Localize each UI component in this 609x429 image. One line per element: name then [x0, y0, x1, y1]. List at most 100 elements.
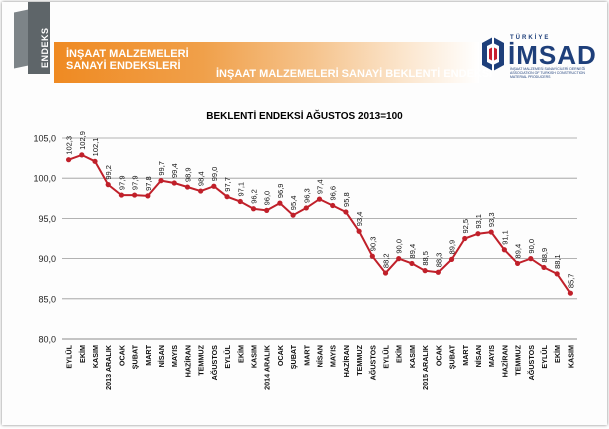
data-label: 97,9 — [117, 175, 126, 190]
x-tick-label: NİSAN — [474, 345, 483, 367]
data-point — [541, 264, 547, 271]
x-tick-label: AĞUSTOS — [210, 345, 219, 381]
data-label: 93,3 — [487, 212, 496, 227]
data-point — [475, 231, 481, 237]
x-tick-label: KASIM — [91, 345, 100, 368]
imsad-mark-icon — [482, 37, 504, 71]
x-tick-label: MAYIS — [487, 345, 496, 367]
data-point — [145, 193, 151, 199]
data-label: 98,4 — [197, 171, 206, 186]
data-point — [396, 256, 402, 262]
data-label: 89,4 — [514, 244, 523, 259]
data-label: 88,1 — [553, 254, 562, 269]
data-point — [488, 229, 494, 235]
brand-top: TÜRKİYE — [510, 35, 551, 41]
data-point — [66, 157, 72, 163]
x-tick-label: AĞUSTOS — [527, 345, 536, 381]
data-label: 93,1 — [474, 214, 483, 229]
imsad-logo: TÜRKİYE İMSAD İNŞAAT MALZEMESİ SANAYİCİL… — [480, 35, 596, 79]
data-point — [422, 268, 428, 274]
data-label: 90,0 — [395, 239, 404, 254]
x-tick-label: EKİM — [78, 345, 87, 363]
data-point — [132, 192, 138, 198]
data-label: 96,2 — [249, 189, 258, 204]
x-tick-label: MAYIS — [170, 345, 179, 367]
data-point — [356, 228, 362, 234]
x-tick-label: MART — [461, 344, 470, 365]
data-point — [105, 182, 111, 188]
x-tick-label: OCAK — [117, 344, 126, 366]
data-point — [369, 253, 375, 259]
data-point — [224, 194, 230, 200]
x-tick-label: EYLÜL — [65, 344, 74, 368]
data-label: 96,0 — [263, 191, 272, 206]
section-title: İNŞAAT MALZEMELERİ SANAYİ ENDEKSLERİ — [66, 48, 189, 72]
data-point — [237, 198, 243, 205]
data-label: 96,3 — [302, 188, 311, 203]
x-tick-label: NİSAN — [316, 345, 325, 367]
x-tick-label: AĞUSTOS — [368, 345, 377, 381]
data-point — [554, 271, 560, 277]
data-point — [158, 178, 164, 184]
x-tick-label: KASIM — [408, 345, 417, 368]
data-label: 99,4 — [170, 163, 179, 178]
data-label: 99,2 — [104, 165, 113, 180]
data-point — [264, 207, 270, 213]
data-point — [250, 206, 257, 212]
data-label: 88,3 — [434, 253, 443, 268]
y-tick-label: 80,0 — [38, 335, 56, 345]
data-point — [79, 152, 85, 158]
data-point — [330, 202, 336, 209]
chart-title: BEKLENTİ ENDEKSİ AĞUSTOS 2013=100 — [206, 111, 403, 122]
data-point — [462, 235, 468, 242]
banner-subtitle: İNŞAAT MALZEMELERİ SANAYİ BEKLENTİ ENDEK… — [216, 68, 493, 80]
data-point — [198, 188, 204, 194]
data-point — [501, 247, 507, 253]
data-label: 96,9 — [276, 184, 285, 199]
x-tick-label: KASIM — [249, 345, 258, 368]
data-label: 88,5 — [421, 251, 430, 266]
x-tick-label: ŞUBAT — [448, 344, 457, 369]
data-point — [277, 200, 283, 206]
x-tick-label: MART — [302, 344, 311, 365]
data-point — [343, 209, 349, 215]
brand-name: İMSAD — [508, 40, 597, 70]
data-label: 99,7 — [157, 161, 166, 176]
data-label: 97,1 — [236, 182, 245, 197]
data-label: 97,7 — [223, 177, 232, 192]
brand-subtitle: İNŞAAT MALZEMESİ SANAYİCİLERİ DERNEĞİ AS… — [510, 67, 586, 79]
data-point — [92, 158, 98, 164]
data-label: 85,7 — [566, 274, 575, 289]
x-tick-label: KASIM — [566, 345, 575, 368]
data-point — [211, 183, 217, 189]
y-tick-label: 105,0 — [33, 134, 56, 144]
data-label: 89,9 — [448, 240, 457, 255]
y-tick-label: 95,0 — [38, 214, 56, 224]
x-tick-label: NİSAN — [157, 345, 166, 367]
x-tick-label: HAZİRAN — [500, 345, 509, 377]
data-label: 99,0 — [210, 167, 219, 182]
x-tick-label: ŞUBAT — [289, 344, 298, 369]
line-chart: 80,0 85,0 90,0 95,0 100,0 105,0 EYLÜL EKİM KASIM… — [33, 131, 577, 390]
data-point — [118, 192, 125, 198]
x-tick-label: ŞUBAT — [131, 344, 140, 369]
data-label: 97,9 — [131, 175, 140, 190]
data-label: 88,2 — [382, 253, 391, 268]
x-tick-label: HAZİRAN — [183, 345, 192, 377]
data-label: 92,5 — [461, 219, 470, 234]
data-label: 102,9 — [78, 131, 87, 150]
data-point — [435, 269, 441, 275]
data-point — [184, 184, 191, 190]
y-tick-label: 85,0 — [38, 294, 56, 304]
header-banner — [54, 42, 479, 83]
x-tick-label: TEMMUZ — [197, 344, 206, 375]
data-label: 102,3 — [65, 136, 74, 155]
data-label: 90,0 — [527, 239, 536, 254]
data-label: 102,1 — [91, 138, 100, 157]
data-point — [448, 256, 455, 263]
data-point — [171, 180, 177, 186]
x-tick-label: OCAK — [434, 344, 443, 366]
data-label: 95,4 — [289, 196, 298, 211]
data-label: 89,4 — [408, 244, 417, 259]
x-tick-label: TEMMUZ — [355, 344, 364, 375]
